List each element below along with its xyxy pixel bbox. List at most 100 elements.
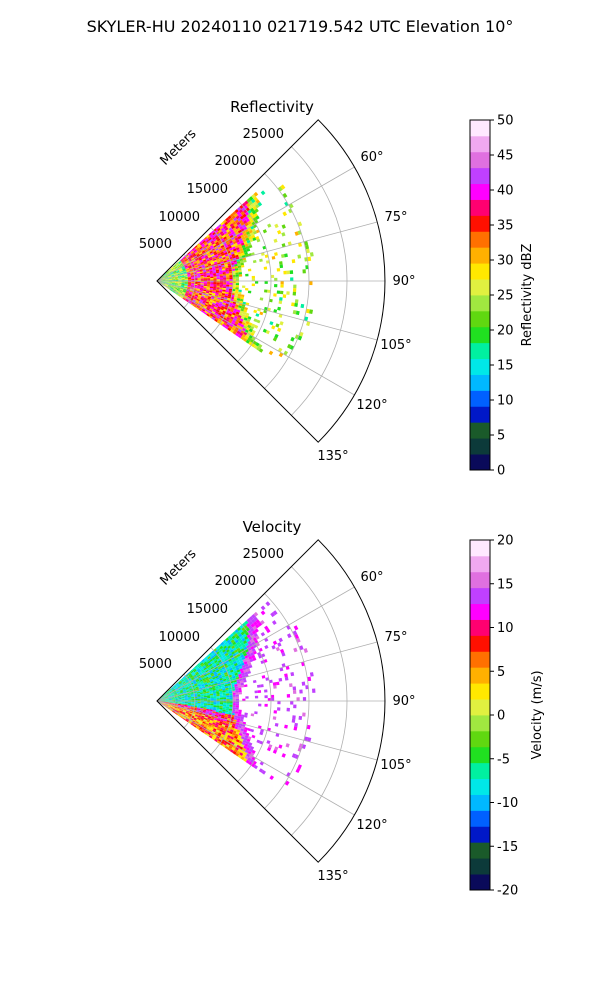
echo-cell	[230, 736, 234, 740]
echo-cell	[164, 696, 168, 698]
echo-cell	[188, 673, 192, 677]
echo-cell	[238, 312, 243, 317]
echo-cell	[212, 302, 216, 306]
echo-cell	[232, 701, 236, 704]
echo-cell	[231, 739, 236, 744]
echo-cell	[194, 677, 199, 681]
echo-cell	[181, 282, 185, 284]
echo-cell	[241, 644, 247, 649]
echo-cell	[176, 690, 180, 693]
echo-cell	[210, 306, 214, 310]
echo-cell	[179, 289, 184, 291]
echo-cell	[168, 269, 172, 272]
echo-cell	[204, 658, 209, 662]
echo-cell	[251, 283, 256, 287]
echo-cell	[265, 601, 271, 607]
echo-cell	[200, 698, 204, 700]
echo-cell	[276, 268, 281, 272]
range-tick-label: 5000	[139, 657, 172, 672]
echo-cell	[221, 686, 226, 689]
echo-cell	[228, 641, 233, 646]
echo-cell	[209, 308, 214, 312]
echo-cell	[167, 285, 171, 288]
echo-cell	[203, 707, 207, 709]
echo-cell	[215, 247, 219, 251]
echo-cell	[171, 702, 176, 704]
echo-cell	[224, 293, 229, 297]
echo-cell	[259, 258, 263, 262]
echo-cell	[222, 743, 226, 748]
echo-cell	[167, 705, 171, 708]
echo-cell	[195, 678, 199, 682]
echo-cell	[171, 277, 175, 279]
echo-cell	[163, 273, 167, 276]
echo-cell	[204, 723, 209, 727]
echo-cell	[187, 282, 192, 284]
echo-cell	[171, 267, 175, 270]
echo-cell	[228, 687, 232, 690]
echo-cell	[181, 703, 185, 705]
echo-cell	[212, 291, 216, 294]
echo-cell	[215, 293, 219, 296]
echo-cell	[199, 300, 203, 303]
echo-cell	[212, 729, 216, 733]
echo-cell	[222, 720, 227, 724]
echo-cell	[227, 734, 232, 739]
echo-cell	[176, 689, 180, 692]
echo-cell	[202, 727, 206, 731]
echo-cell	[196, 719, 200, 723]
echo-cell	[181, 277, 185, 279]
echo-cell	[234, 237, 239, 241]
echo-cell	[223, 670, 227, 674]
echo-cell	[309, 281, 313, 286]
echo-cell	[208, 735, 213, 739]
echo-cell	[224, 238, 229, 242]
echo-cell	[203, 274, 207, 277]
echo-cell	[204, 716, 208, 719]
echo-cell	[235, 283, 240, 286]
echo-cell	[178, 276, 182, 278]
echo-cell	[221, 223, 226, 228]
echo-cell	[162, 701, 166, 703]
echo-cell	[183, 288, 187, 291]
echo-cell	[176, 690, 180, 693]
echo-cell	[173, 272, 178, 275]
echo-cell	[178, 279, 182, 280]
echo-cell	[218, 254, 222, 258]
echo-cell	[243, 317, 248, 321]
echo-cell	[175, 281, 179, 283]
echo-cell	[166, 271, 170, 275]
echo-cell	[165, 697, 169, 699]
echo-cell	[222, 302, 226, 306]
echo-cell	[241, 656, 246, 661]
echo-cell	[165, 699, 169, 700]
echo-cell	[218, 712, 223, 715]
echo-cell	[198, 678, 203, 681]
echo-cell	[182, 291, 186, 294]
echo-cell	[173, 272, 177, 275]
echo-cell	[168, 277, 172, 279]
echo-cell	[181, 281, 185, 283]
echo-cell	[232, 750, 237, 755]
echo-cell	[250, 728, 255, 733]
echo-cell	[178, 704, 182, 706]
echo-cell	[248, 205, 253, 210]
echo-cell	[212, 315, 217, 319]
echo-cell	[167, 275, 172, 277]
echo-cell	[211, 311, 216, 315]
echo-cell	[191, 703, 195, 705]
echo-cell	[182, 675, 186, 679]
echo-cell	[173, 709, 177, 712]
echo-cell	[205, 727, 210, 731]
echo-cell	[181, 686, 185, 690]
echo-cell	[211, 731, 216, 735]
echo-cell	[238, 657, 243, 662]
echo-cell	[187, 705, 191, 707]
echo-cell	[247, 727, 252, 732]
echo-cell	[171, 275, 175, 277]
echo-cell	[189, 675, 194, 679]
echo-cell	[228, 269, 233, 272]
echo-cell	[291, 718, 296, 723]
echo-cell	[211, 303, 216, 307]
echo-cell	[208, 264, 212, 268]
